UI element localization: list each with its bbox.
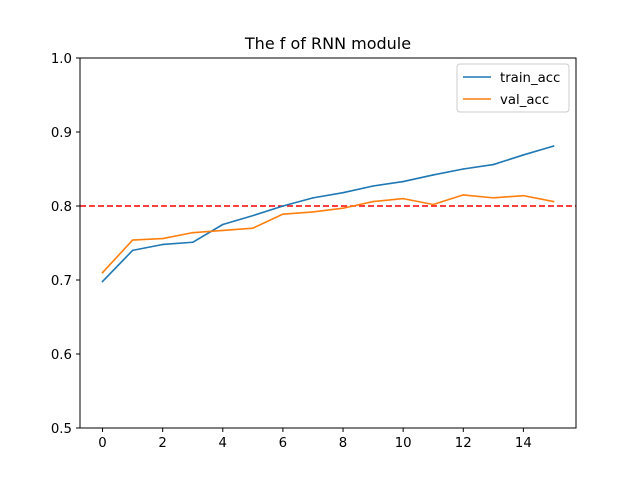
y-tick-label: 0.6 (51, 348, 72, 363)
data-point-train_acc (522, 154, 525, 156)
data-point-val_acc (432, 203, 435, 206)
data-point-train_acc (492, 163, 495, 166)
x-tick-label: 14 (515, 436, 532, 451)
data-point-train_acc (462, 168, 465, 170)
x-tick-label: 8 (339, 436, 347, 451)
data-point-val_acc (372, 200, 374, 203)
data-point-train_acc (342, 191, 344, 194)
data-point-val_acc (282, 213, 284, 215)
y-tick-label: 1.0 (51, 52, 72, 67)
data-point-train_acc (432, 174, 435, 176)
legend: train_acc val_acc (456, 63, 570, 113)
data-point-val_acc (402, 197, 404, 200)
x-tick-label: 12 (455, 436, 472, 451)
y-tick-label: 0.8 (51, 200, 72, 215)
data-point-val_acc (342, 207, 344, 210)
data-point-train_acc (552, 145, 555, 147)
data-point-val_acc (312, 211, 314, 213)
data-point-val_acc (101, 271, 104, 274)
series-line-train_acc (101, 145, 555, 283)
legend-box (456, 63, 570, 113)
data-point-train_acc (101, 280, 104, 283)
data-point-val_acc (191, 231, 194, 234)
data-point-val_acc (462, 194, 465, 196)
data-point-train_acc (252, 214, 254, 217)
data-point-val_acc (131, 239, 134, 241)
data-point-val_acc (161, 237, 164, 240)
data-point-train_acc (282, 205, 284, 207)
x-tick-label: 4 (219, 436, 227, 451)
data-point-train_acc (131, 249, 134, 252)
series-line-val_acc (101, 194, 555, 274)
data-point-val_acc (221, 229, 224, 232)
data-point-train_acc (161, 243, 164, 246)
data-point-val_acc (252, 227, 254, 229)
y-tick-label: 0.9 (51, 126, 72, 141)
x-tick-label: 6 (279, 436, 287, 451)
data-point-train_acc (221, 223, 224, 226)
data-point-train_acc (402, 180, 404, 183)
legend-label-train_acc: train_acc (500, 71, 560, 86)
data-point-val_acc (492, 197, 495, 199)
x-tick-label: 10 (395, 436, 412, 451)
x-tick-label: 0 (98, 436, 106, 451)
data-point-train_acc (312, 197, 314, 199)
data-point-train_acc (372, 185, 374, 187)
x-tick-label: 2 (158, 436, 166, 451)
data-point-val_acc (552, 200, 555, 203)
data-point-val_acc (522, 194, 525, 197)
plot-frame (79, 57, 577, 429)
legend-label-val_acc: val_acc (500, 93, 549, 108)
y-tick-label: 0.5 (51, 422, 72, 437)
chart-title: The f of RNN module (244, 34, 411, 53)
y-tick-label: 0.7 (51, 274, 72, 289)
data-point-train_acc (191, 241, 194, 244)
